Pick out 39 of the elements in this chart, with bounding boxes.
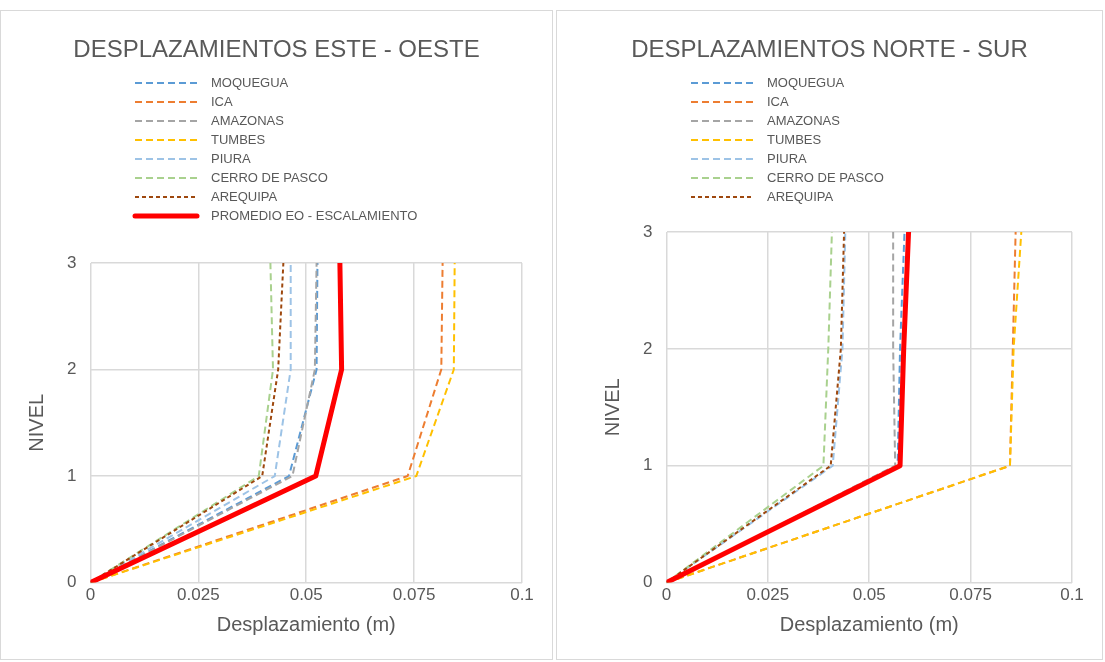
y-tick-label: 2	[66, 359, 77, 379]
y-tick-label: 3	[642, 221, 653, 241]
legend-label: AREQUIPA	[211, 188, 278, 204]
y-axis-title: NIVEL	[24, 393, 47, 452]
y-tick-label: 1	[66, 465, 77, 485]
y-axis-title: NIVEL	[600, 378, 623, 437]
x-axis-title: Desplazamiento (m)	[779, 612, 959, 635]
x-tick-label: 0.1	[510, 585, 534, 605]
y-tick-label: 0	[642, 572, 653, 592]
legend-label: PIURA	[211, 150, 252, 166]
legend-label: AMAZONAS	[211, 112, 285, 128]
y-tick-label: 1	[642, 455, 653, 475]
x-tick-label: 0.075	[392, 585, 436, 605]
y-tick-label: 3	[66, 252, 77, 272]
x-axis-title: Desplazamiento (m)	[216, 612, 396, 635]
x-tick-label: 0.025	[746, 585, 790, 605]
legend-label: CERRO DE PASCO	[767, 169, 884, 185]
x-tick-label: 0.075	[949, 585, 992, 605]
legend-label: PIURA	[767, 150, 808, 166]
chart-title: DESPLAZAMIENTOS NORTE - SUR	[630, 35, 1029, 64]
legend-label: PROMEDIO EO - ESCALAMIENTO	[211, 207, 418, 223]
x-tick-label: 0.05	[289, 585, 323, 605]
y-tick-label: 0	[66, 572, 77, 592]
legend-label: AREQUIPA	[767, 188, 834, 204]
legend-label: MOQUEGUA	[767, 74, 845, 90]
legend-label: ICA	[211, 93, 233, 109]
legend-label: TUMBES	[767, 131, 822, 147]
legend-label: CERRO DE PASCO	[211, 169, 328, 185]
legend-label: MOQUEGUA	[211, 74, 289, 90]
chart-title: DESPLAZAMIENTOS ESTE - OESTE	[72, 35, 481, 64]
legend-label: ICA	[767, 93, 789, 109]
x-tick-label: 0	[85, 585, 96, 605]
legend-label: TUMBES	[211, 131, 266, 147]
x-tick-label: 0.1	[1060, 585, 1084, 605]
x-tick-label: 0.025	[177, 585, 220, 605]
legend-label: AMAZONAS	[767, 112, 841, 128]
x-tick-label: 0.05	[852, 585, 886, 605]
x-tick-label: 0	[661, 585, 672, 605]
y-tick-label: 2	[642, 338, 653, 358]
